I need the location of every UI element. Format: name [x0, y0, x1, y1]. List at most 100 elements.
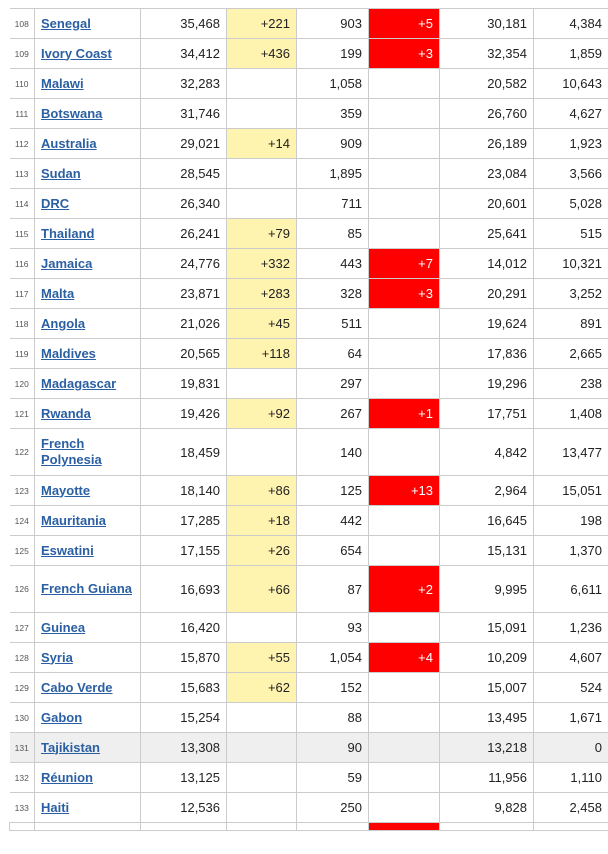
table-row: 108 Senegal 35,468 +221 903 +5 30,181 4,384	[9, 8, 608, 39]
row-rank: 125	[9, 535, 35, 566]
total-cases: 34,412	[140, 38, 227, 69]
country-cell: Angola	[34, 308, 141, 339]
total-cases: 19,426	[140, 398, 227, 429]
new-deaths: +1	[368, 398, 440, 429]
new-cases	[226, 732, 297, 763]
country-link[interactable]: Thailand	[41, 225, 95, 241]
country-link[interactable]: Malawi	[41, 75, 84, 91]
total-recovered: 17,751	[439, 398, 534, 429]
country-link[interactable]: Guinea	[41, 619, 86, 635]
new-deaths	[368, 188, 440, 219]
table-row: 116 Jamaica 24,776 +332 443 +7 14,012 10,321	[9, 248, 608, 279]
country-link[interactable]: Tajikistan	[41, 739, 101, 755]
country-link[interactable]: Mauritania	[41, 512, 107, 528]
total-recovered: 4,842	[439, 428, 534, 476]
total-deaths: 93	[296, 612, 369, 643]
total-deaths: 443	[296, 248, 369, 279]
country-link[interactable]: Rwanda	[41, 405, 91, 421]
country-cell: French Polynesia	[34, 428, 141, 476]
country-link[interactable]: Maldives	[41, 345, 96, 361]
row-rank: 116	[9, 248, 35, 279]
country-link[interactable]: Senegal	[41, 15, 91, 31]
new-deaths: +3	[368, 278, 440, 309]
row-rank: 122	[9, 428, 35, 476]
new-cases: +332	[226, 248, 297, 279]
total-deaths: 64	[296, 338, 369, 369]
total-cases: 21,026	[140, 308, 227, 339]
country-link[interactable]: Ivory Coast	[41, 45, 112, 61]
total-cases: 28,545	[140, 158, 227, 189]
country-link[interactable]: Mayotte	[41, 482, 91, 498]
total-deaths: 297	[296, 368, 369, 399]
country-link[interactable]: Réunion	[41, 769, 93, 785]
total-deaths: 125	[296, 475, 369, 506]
country-link[interactable]: Botswana	[41, 105, 103, 121]
active-cases: 1,110	[533, 762, 608, 793]
total-deaths: 140	[296, 428, 369, 476]
table-row: 125 Eswatini 17,155 +26 654 15,131 1,370	[9, 535, 608, 566]
new-deaths: +5	[368, 8, 440, 39]
row-rank: 109	[9, 38, 35, 69]
new-cases	[226, 762, 297, 793]
total-deaths: 1,895	[296, 158, 369, 189]
active-cases: 15,051	[533, 475, 608, 506]
table-row: 128 Syria 15,870 +55 1,054 +4 10,209 4,607	[9, 642, 608, 673]
new-cases: +14	[226, 128, 297, 159]
new-deaths	[368, 218, 440, 249]
total-cases: 13,308	[140, 732, 227, 763]
country-link[interactable]: Madagascar	[41, 375, 117, 391]
country-link[interactable]: Australia	[41, 135, 97, 151]
active-cases: 13,477	[533, 428, 608, 476]
country-link[interactable]: Eswatini	[41, 542, 94, 558]
table-row: 124 Mauritania 17,285 +18 442 16,645 198	[9, 505, 608, 536]
country-link[interactable]: Cabo Verde	[41, 679, 113, 695]
country-link[interactable]: French Guiana	[41, 581, 133, 596]
country-link[interactable]: Angola	[41, 315, 86, 331]
country-link[interactable]: Syria	[41, 649, 73, 665]
table-row: 131 Tajikistan 13,308 90 13,218 0	[9, 732, 608, 763]
total-cases: 15,870	[140, 642, 227, 673]
row-rank: 126	[9, 565, 35, 613]
total-cases: 32,283	[140, 68, 227, 99]
country-link[interactable]: Haiti	[41, 799, 70, 815]
active-cases: 4,627	[533, 98, 608, 129]
active-cases: 3,566	[533, 158, 608, 189]
total-cases: 17,285	[140, 505, 227, 536]
new-cases: +62	[226, 672, 297, 703]
country-link[interactable]: Jamaica	[41, 255, 93, 271]
total-cases: 23,871	[140, 278, 227, 309]
total-cases: 16,693	[140, 565, 227, 613]
table-row: 126 French Guiana 16,693 +66 87 +2 9,995 6,611	[9, 565, 608, 613]
country-link[interactable]: Gabon	[41, 709, 83, 725]
country-cell: Australia	[34, 128, 141, 159]
total-deaths: 359	[296, 98, 369, 129]
active-cases: 1,923	[533, 128, 608, 159]
total-cases: 31,746	[140, 98, 227, 129]
country-cell: Réunion	[34, 762, 141, 793]
row-rank: 120	[9, 368, 35, 399]
new-cases: +55	[226, 642, 297, 673]
new-deaths	[368, 308, 440, 339]
new-cases	[226, 68, 297, 99]
table-row: 109 Ivory Coast 34,412 +436 199 +3 32,354 1,859	[9, 38, 608, 69]
row-rank: 132	[9, 762, 35, 793]
total-recovered: 25,641	[439, 218, 534, 249]
country-cell: DRC	[34, 188, 141, 219]
new-deaths	[368, 68, 440, 99]
total-cases: 15,683	[140, 672, 227, 703]
country-link[interactable]: Sudan	[41, 165, 81, 181]
country-link[interactable]: Malta	[41, 285, 75, 301]
country-link[interactable]: DRC	[41, 195, 70, 211]
new-cases: +436	[226, 38, 297, 69]
country-cell: Madagascar	[34, 368, 141, 399]
partial-cell	[439, 822, 534, 831]
total-recovered: 16,645	[439, 505, 534, 536]
active-cases: 1,408	[533, 398, 608, 429]
new-cases: +79	[226, 218, 297, 249]
table-row: 127 Guinea 16,420 93 15,091 1,236	[9, 612, 608, 643]
table-row: 112 Australia 29,021 +14 909 26,189 1,923	[9, 128, 608, 159]
total-deaths: 1,058	[296, 68, 369, 99]
new-deaths	[368, 792, 440, 823]
country-link[interactable]: French Polynesia	[41, 436, 102, 467]
total-cases: 13,125	[140, 762, 227, 793]
